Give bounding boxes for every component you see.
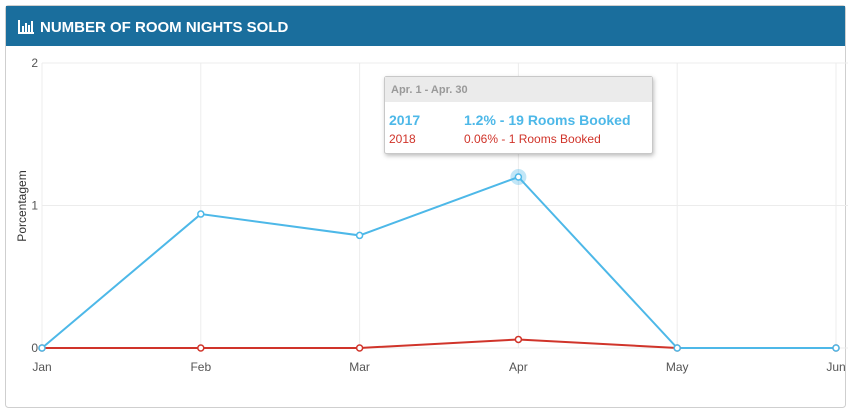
data-point: [514, 173, 523, 181]
x-tick-label: Mar: [349, 360, 370, 374]
x-tick-label: May: [666, 360, 689, 374]
tooltip-title: Apr. 1 - Apr. 30: [391, 84, 468, 96]
tooltip-series: 2017: [389, 112, 420, 128]
tooltip-value: 0.06% - 1 Rooms Booked: [464, 132, 601, 146]
x-tick-label: Jun: [826, 360, 845, 374]
data-point: [355, 344, 364, 352]
data-point: [673, 344, 681, 352]
tooltip: Apr. 1 - Apr. 30 2017 1.2% - 19 Rooms Bo…: [384, 76, 653, 154]
tooltip-header: [385, 77, 652, 102]
plot-area: 0 1 2 Jan Feb Mar Apr May Jun: [31, 56, 848, 374]
tooltip-series: 2018: [389, 132, 416, 146]
data-point: [197, 344, 205, 352]
y-tick-label: 2: [31, 56, 38, 70]
x-tick-label: Apr: [509, 360, 528, 374]
y-axis-label: Porcentagem: [15, 170, 29, 241]
tooltip-value: 1.2% - 19 Rooms Booked: [464, 112, 631, 128]
x-tick-label: Jan: [32, 360, 51, 374]
data-point: [514, 335, 523, 344]
series-line: [41, 175, 836, 349]
y-tick-label: 1: [31, 199, 38, 213]
data-point: [38, 344, 46, 352]
data-point: [197, 210, 205, 218]
data-point: [355, 231, 364, 240]
panel-header: [6, 6, 845, 46]
chart-title: NUMBER OF ROOM NIGHTS SOLD: [40, 19, 288, 36]
y-tick-label: 0: [31, 341, 38, 355]
chart-icon: [18, 20, 34, 34]
x-tick-label: Feb: [190, 360, 211, 374]
data-point: [832, 344, 840, 352]
